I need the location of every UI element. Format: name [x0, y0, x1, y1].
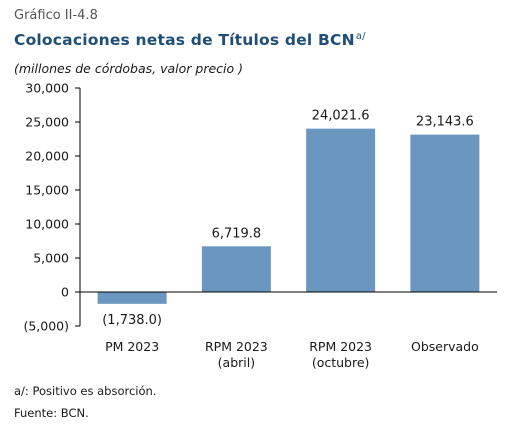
- category-label: PM 2023: [105, 339, 159, 354]
- category-label: (octubre): [312, 355, 370, 370]
- chart-title: Colocaciones netas de Títulos del BCNa/: [14, 31, 366, 49]
- data-labels: (1,738.0) 6,719.8 24,021.6 23,143.6: [102, 109, 474, 328]
- chart-title-superscript: a/: [355, 31, 366, 42]
- category-label: (abril): [218, 355, 255, 370]
- bar-chart: (5,000) 0 5,000 10,000 15,000 20,000 25,000 30,…: [23, 81, 497, 370]
- chart-title-text: Colocaciones netas de Títulos del BCN: [14, 31, 355, 50]
- y-tick-label: 5,000: [33, 251, 69, 266]
- y-tick-label: 20,000: [25, 149, 69, 164]
- y-tick-label: (5,000): [23, 319, 69, 334]
- data-label: (1,738.0): [102, 313, 162, 328]
- y-tick-label: 10,000: [25, 217, 69, 232]
- x-axis: PM 2023 RPM 2023(abril)RPM 2023(octubre)O…: [80, 291, 497, 370]
- y-axis: (5,000) 0 5,000 10,000 15,000 20,000 25,000 30,…: [23, 81, 81, 334]
- chart-subtitle: (millones de córdobas, valor precio ): [14, 61, 244, 76]
- data-label: 23,143.6: [416, 115, 474, 130]
- footnote: a/: Positivo es absorción.: [14, 384, 157, 398]
- category-label: RPM 2023: [309, 339, 372, 354]
- bar: [410, 134, 480, 292]
- category-label: RPM 2023: [205, 339, 268, 354]
- y-tick-label: 25,000: [25, 115, 69, 130]
- category-label: Observado: [411, 339, 479, 354]
- y-tick-label: 0: [61, 285, 69, 300]
- figure-label: Gráfico II-4.8: [14, 8, 98, 23]
- bar: [306, 128, 376, 292]
- source-note: Fuente: BCN.: [14, 406, 89, 420]
- y-tick-label: 30,000: [25, 81, 69, 96]
- bar: [97, 292, 167, 304]
- bar: [201, 246, 271, 292]
- data-label: 24,021.6: [312, 109, 370, 124]
- data-label: 6,719.8: [212, 226, 262, 241]
- y-tick-label: 15,000: [25, 183, 69, 198]
- bars: [97, 128, 480, 304]
